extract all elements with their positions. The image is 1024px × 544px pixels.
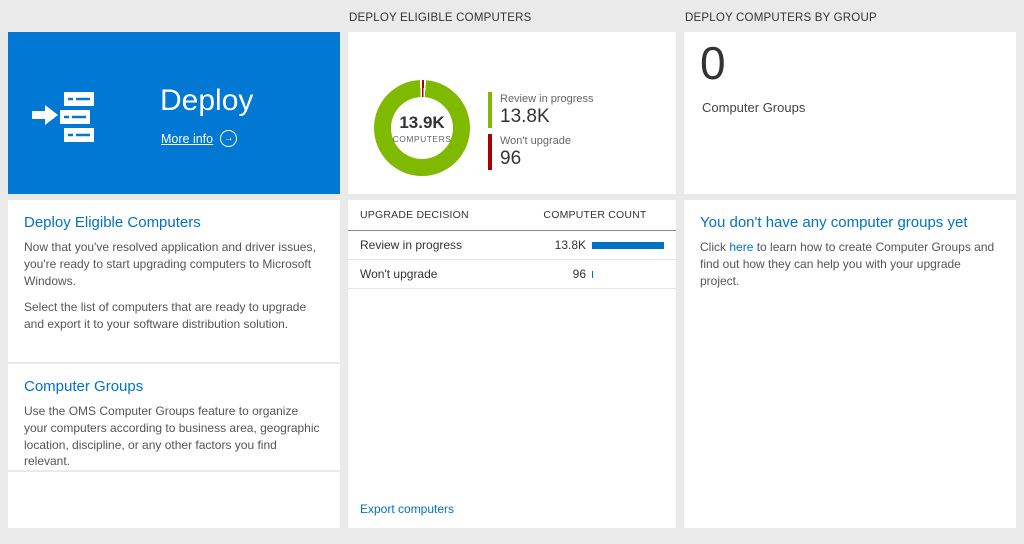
- column-header-computer-count: COMPUTER COUNT: [543, 209, 647, 221]
- deploy-eligible-para2: Select the list of computers that are re…: [24, 300, 307, 332]
- more-info-link[interactable]: More info →: [161, 130, 238, 147]
- deploy-eligible-para1: Now that you've resolved application and…: [24, 240, 316, 288]
- count-bar: [592, 270, 594, 278]
- no-groups-heading: You don't have any computer groups yet: [700, 214, 968, 231]
- section-header-deploy-eligible: DEPLOY ELIGIBLE COMPUTERS: [349, 12, 532, 24]
- upgrade-decision-table-card: UPGRADE DECISION COMPUTER COUNT Review i…: [348, 200, 676, 528]
- table-header-row: UPGRADE DECISION COMPUTER COUNT: [348, 200, 676, 231]
- groups-count: 0: [700, 37, 726, 89]
- column-header-upgrade-decision: UPGRADE DECISION: [360, 209, 469, 221]
- computer-groups-para: Use the OMS Computer Groups feature to o…: [24, 404, 320, 469]
- export-computers-link[interactable]: Export computers: [360, 502, 455, 516]
- chart-legend: Review in progress 13.8K Won't upgrade 9…: [488, 92, 594, 176]
- computer-groups-heading: Computer Groups: [24, 378, 144, 395]
- no-groups-card: You don't have any computer groups yet C…: [684, 200, 1016, 528]
- section-header-deploy-groups: DEPLOY COMPUTERS BY GROUP: [685, 12, 877, 24]
- no-groups-text-after: to learn how to create Computer Groups a…: [700, 240, 995, 288]
- legend-color-bar-red: [488, 134, 492, 170]
- more-info-label: More info: [161, 131, 214, 146]
- table-row-wont-upgrade[interactable]: Won't upgrade 96: [348, 260, 676, 289]
- groups-count-label: Computer Groups: [702, 100, 806, 115]
- donut-total-value: 13.9K: [399, 112, 445, 132]
- count-bar: [592, 241, 664, 249]
- legend-value: 13.8K: [500, 106, 550, 127]
- row-bar-cell: [592, 270, 664, 278]
- legend-label: Won't upgrade: [500, 135, 572, 147]
- legend-item-wont-upgrade: Won't upgrade 96: [488, 134, 594, 170]
- legend-label: Review in progress: [500, 93, 594, 105]
- empty-card: [8, 472, 340, 528]
- row-label: Won't upgrade: [360, 267, 438, 281]
- deploy-eligible-heading: Deploy Eligible Computers: [24, 214, 201, 231]
- arrow-right-circle-icon: →: [220, 130, 238, 147]
- donut-chart[interactable]: 13.9K COMPUTERS: [374, 80, 470, 176]
- row-value: 96: [572, 267, 586, 281]
- deploy-eligible-info-card: Deploy Eligible Computers Now that you'v…: [8, 200, 340, 362]
- row-value: 13.8K: [554, 238, 586, 252]
- legend-value: 96: [500, 148, 522, 169]
- legend-item-review-in-progress: Review in progress 13.8K: [488, 92, 594, 128]
- row-label: Review in progress: [360, 238, 463, 252]
- deploy-tile[interactable]: Deploy More info →: [8, 32, 340, 194]
- eligible-computers-chart-card: 13.9K COMPUTERS Review in progress 13.8K…: [348, 32, 676, 194]
- no-groups-text-before: Click: [700, 240, 730, 254]
- deploy-icon: [32, 92, 94, 142]
- donut-center: 13.9K COMPUTERS: [374, 80, 470, 176]
- here-link[interactable]: here: [729, 240, 754, 254]
- no-groups-text: Click here to learn how to create Comput…: [700, 239, 1000, 289]
- table-row-review-in-progress[interactable]: Review in progress 13.8K: [348, 231, 676, 260]
- legend-color-bar-green: [488, 92, 492, 128]
- computer-groups-count-card: 0 Computer Groups: [684, 32, 1016, 194]
- computer-groups-info-card: Computer Groups Use the OMS Computer Gro…: [8, 364, 340, 470]
- row-bar-cell: [592, 241, 664, 249]
- donut-total-label: COMPUTERS: [392, 133, 452, 144]
- deploy-title: Deploy: [160, 84, 254, 117]
